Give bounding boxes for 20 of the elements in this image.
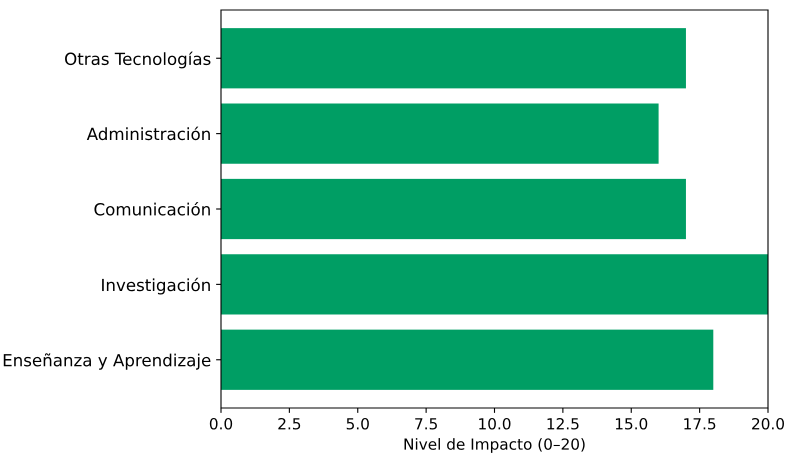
bar (221, 178, 686, 240)
bar (221, 103, 659, 164)
bar (221, 28, 686, 88)
y-tick-label: Administración (86, 126, 210, 140)
x-tick-label: 12.5 (548, 418, 579, 430)
x-tick-label: 7.5 (415, 418, 437, 430)
x-tick-label: 0.0 (210, 418, 232, 430)
x-tick-label: 17.5 (684, 418, 716, 430)
y-tick-label: Enseñanza y Aprendizaje (4, 353, 210, 370)
y-tick-label: Otras Tecnologías (65, 52, 210, 68)
x-tick-label: 10.0 (479, 418, 510, 430)
x-tick-label: 2.5 (278, 418, 300, 430)
x-tick-label: 15.0 (616, 418, 648, 430)
y-tick-label: Comunicación (94, 202, 210, 216)
y-tick-label: Investigación (102, 278, 210, 295)
bar (221, 254, 768, 315)
x-tick-label: 5.0 (346, 418, 369, 430)
x-axis-title: Nivel de Impacto (0–20) (404, 438, 585, 453)
bar (221, 330, 714, 390)
x-tick-label: 20.0 (752, 418, 784, 430)
